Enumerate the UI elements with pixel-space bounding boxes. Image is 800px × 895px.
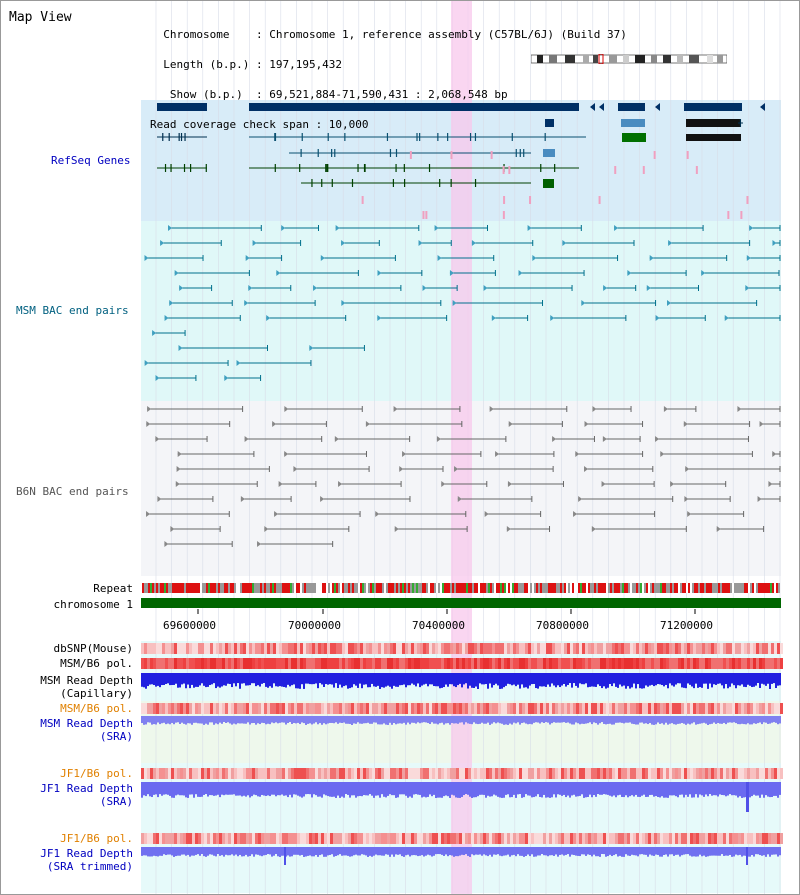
jf1-b6-pol2-label: JF1/B6 pol. <box>60 832 133 845</box>
refseq-genes-label[interactable]: RefSeq Genes <box>51 154 131 167</box>
b6n-bac-label[interactable]: B6N BAC end pairs <box>16 485 129 498</box>
region-info: Chromosome : Chromosome 1, reference ass… <box>150 10 627 150</box>
jf1-b6-pol-label: JF1/B6 pol. <box>60 767 133 780</box>
axis-tick-label: 70800000 <box>536 619 589 632</box>
msm-b6-pol-label: MSM/B6 pol. <box>60 657 133 670</box>
dbsnp-label: dbSNP(Mouse) <box>53 642 133 655</box>
jf1-depth-sra-label: JF1 Read Depth <box>40 782 133 795</box>
length-info: Length (b.p.) : 197,195,432 <box>150 58 343 71</box>
msm-depth-sra-label: MSM Read Depth <box>40 717 133 730</box>
jf1-depth-sra-sub: (SRA) <box>99 795 133 808</box>
msm-depth-sra-sub: (SRA) <box>99 730 133 743</box>
jf1-depth-trim-label: JF1 Read Depth <box>40 847 133 860</box>
msm-bac-label[interactable]: MSM BAC end pairs <box>16 304 129 317</box>
coverage-span-info: Read coverage check span : 10,000 <box>150 118 369 131</box>
page-title: Map View <box>9 10 72 25</box>
repeat-label: Repeat <box>93 582 133 595</box>
show-range-info: Show (b.p.) : 69,521,884-71,590,431 : 2,… <box>150 88 508 101</box>
vertical-gridlines <box>155 1 781 894</box>
axis-tick-label: 69600000 <box>163 619 216 632</box>
chromosome-ideogram[interactable] <box>531 54 727 64</box>
axis-tick-label: 71200000 <box>660 619 713 632</box>
axis-tick-label: 70400000 <box>412 619 465 632</box>
msm-depth-capillary-label: MSM Read Depth <box>40 674 133 687</box>
jf1-depth-trim-sub: (SRA trimmed) <box>46 860 133 873</box>
msm-b6-pol2-label: MSM/B6 pol. <box>60 702 133 715</box>
track-features <box>141 103 783 865</box>
axis-tick-label: 70000000 <box>288 619 341 632</box>
chromosome-label: chromosome 1 <box>53 598 133 611</box>
chromosome-info: Chromosome : Chromosome 1, reference ass… <box>150 28 627 41</box>
msm-depth-capillary-sub: (Capillary) <box>60 687 133 700</box>
highlight-region <box>451 1 472 894</box>
